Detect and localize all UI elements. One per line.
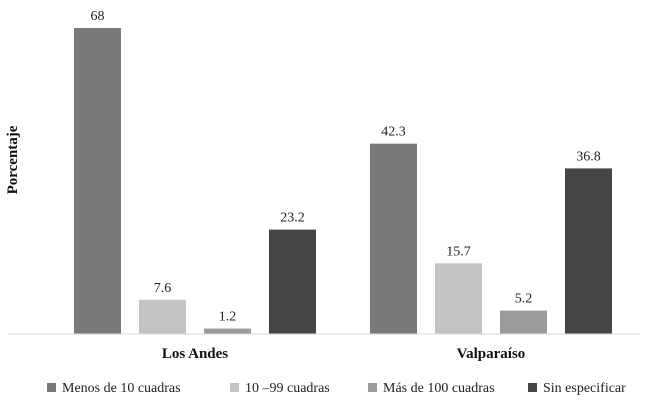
category-labels-group: Los Andes Valparaíso xyxy=(162,346,525,362)
bars-group xyxy=(74,28,612,334)
y-axis-label: Porcentaje xyxy=(5,125,21,194)
data-label: 7.6 xyxy=(154,281,172,296)
category-label: Los Andes xyxy=(162,346,228,362)
data-label: 68 xyxy=(91,9,105,24)
legend-swatch xyxy=(528,383,537,392)
data-label: 1.2 xyxy=(219,310,237,325)
value-labels-group: 68 7.6 1.2 23.2 42.3 15.7 5.2 36.8 xyxy=(91,9,601,325)
legend-label: Menos de 10 cuadras xyxy=(62,381,181,396)
legend-swatch xyxy=(368,383,377,392)
data-label: 36.8 xyxy=(576,149,601,164)
legend: Menos de 10 cuadras 10 –99 cuadras Más de … xyxy=(47,381,626,396)
legend-label: Más de 100 cuadras xyxy=(383,381,495,396)
bar-valparaiso-series-2 xyxy=(435,263,482,334)
bar-los-andes-series-4 xyxy=(269,229,316,334)
bar-los-andes-series-1 xyxy=(74,28,121,334)
legend-label: 10 –99 cuadras xyxy=(245,381,330,396)
bar-valparaiso-series-3 xyxy=(500,310,547,334)
data-label: 42.3 xyxy=(381,125,406,140)
data-label: 5.2 xyxy=(515,292,533,307)
legend-swatch xyxy=(230,383,239,392)
legend-label: Sin especificar xyxy=(543,381,626,396)
bar-valparaiso-series-4 xyxy=(565,168,612,334)
data-label: 15.7 xyxy=(446,244,471,259)
category-label: Valparaíso xyxy=(457,346,526,362)
data-label: 23.2 xyxy=(280,211,305,226)
bar-valparaiso-series-1 xyxy=(370,143,417,334)
bar-los-andes-series-3 xyxy=(204,328,251,334)
legend-swatch xyxy=(47,383,56,392)
bar-los-andes-series-2 xyxy=(139,299,186,334)
